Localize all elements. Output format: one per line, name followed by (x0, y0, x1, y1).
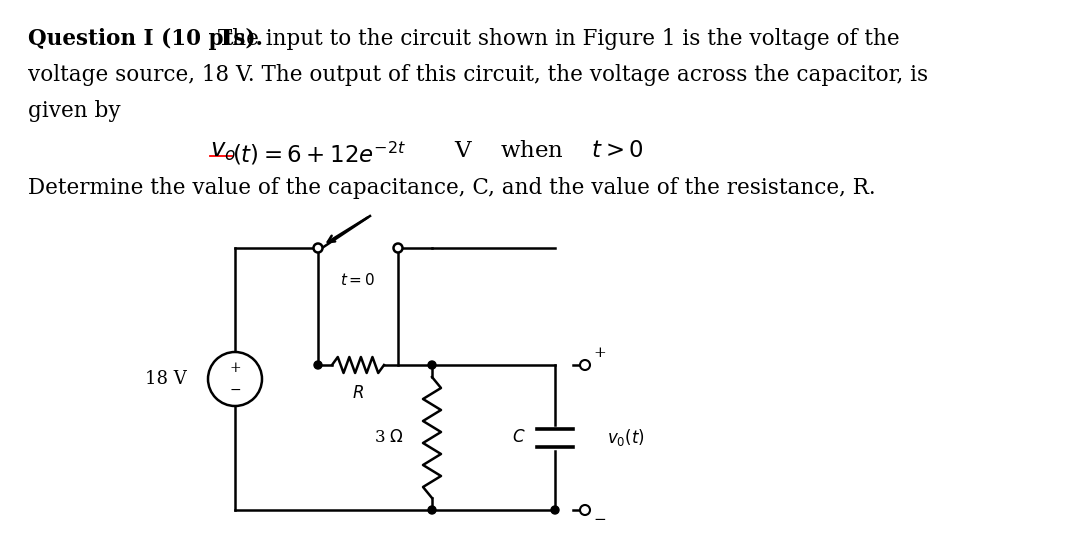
Circle shape (393, 244, 403, 252)
Text: $(t) = 6 + 12e^{-2t}$: $(t) = 6 + 12e^{-2t}$ (232, 140, 406, 167)
Text: V    when    $t > 0$: V when $t > 0$ (440, 140, 644, 162)
Circle shape (208, 352, 262, 406)
Text: 18 V: 18 V (145, 370, 187, 388)
Text: −: − (593, 513, 606, 527)
Text: 3 $\Omega$: 3 $\Omega$ (374, 429, 404, 446)
Text: Question I (10 pts).: Question I (10 pts). (28, 28, 263, 50)
Text: +: + (593, 346, 606, 360)
Circle shape (551, 506, 558, 514)
Text: voltage source, 18 V. The output of this circuit, the voltage across the capacit: voltage source, 18 V. The output of this… (28, 64, 928, 86)
Circle shape (429, 506, 436, 514)
Text: −: − (229, 383, 241, 397)
Text: $v_{\mathit{o}}$: $v_{\mathit{o}}$ (211, 140, 236, 163)
Circle shape (314, 361, 322, 369)
Circle shape (429, 361, 436, 369)
Text: +: + (229, 361, 241, 375)
Text: Determine the value of the capacitance, C, and the value of the resistance, R.: Determine the value of the capacitance, … (28, 177, 875, 199)
Circle shape (580, 505, 590, 515)
Text: given by: given by (28, 100, 120, 122)
Text: $v_0(t)$: $v_0(t)$ (607, 427, 644, 448)
Circle shape (314, 244, 322, 252)
Text: $C$: $C$ (512, 429, 526, 446)
Text: $R$: $R$ (352, 385, 364, 402)
Circle shape (580, 360, 590, 370)
Text: The input to the circuit shown in Figure 1 is the voltage of the: The input to the circuit shown in Figure… (211, 28, 900, 50)
Text: $t = 0$: $t = 0$ (340, 272, 376, 288)
